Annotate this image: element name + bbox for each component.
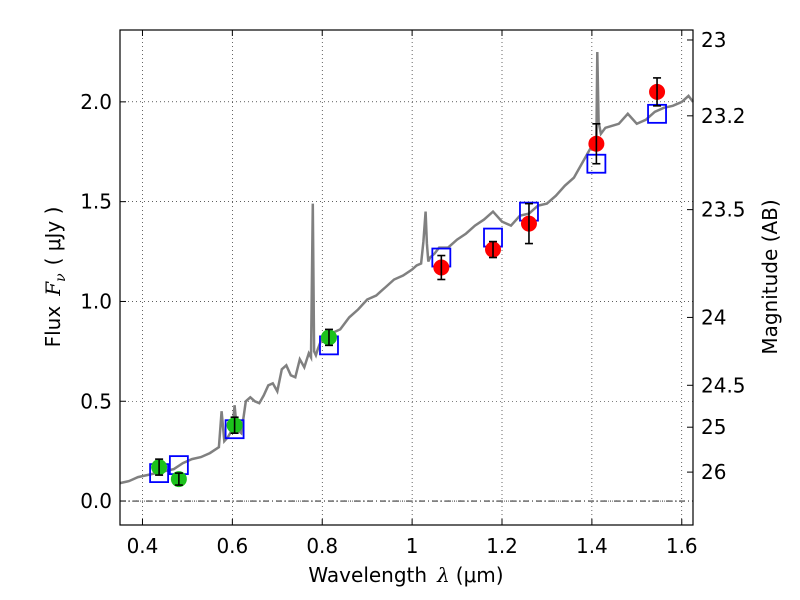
y-axis-right: 23 23.2 23.5 24 24.5 25 26 bbox=[687, 28, 746, 484]
y-axis-label: FluxFν( μJy ) bbox=[41, 207, 69, 348]
x-tick-label-5: 1.4 bbox=[576, 534, 608, 558]
x-tick-label-3: 1 bbox=[406, 534, 419, 558]
y2-tick-label-2: 23.5 bbox=[701, 198, 746, 222]
y2-tick-label-3: 24 bbox=[701, 305, 726, 329]
plot-frame bbox=[119, 29, 694, 526]
y-axis-left: 0.0 0.5 1.0 1.5 2.0 bbox=[80, 90, 126, 513]
x-tick-label-1: 0.6 bbox=[216, 534, 248, 558]
x-axis: 0.4 0.6 0.8 1 1.2 1.4 1.6 bbox=[127, 30, 698, 558]
y-tick-label-1: 0.5 bbox=[80, 389, 112, 413]
model-spectrum-line bbox=[119, 51, 694, 485]
plot-area bbox=[119, 51, 694, 485]
x-tick-label-2: 0.8 bbox=[306, 534, 338, 558]
x-axis-label: Wavelength λ (μm) bbox=[308, 563, 503, 587]
y-tick-label-0: 0.0 bbox=[80, 489, 112, 513]
y-tick-label-4: 2.0 bbox=[80, 90, 112, 114]
y2-tick-label-0: 23 bbox=[701, 28, 726, 52]
x-tick-label-6: 1.6 bbox=[666, 534, 698, 558]
y2-tick-label-5: 25 bbox=[701, 415, 726, 439]
y2-tick-label-4: 24.5 bbox=[701, 373, 746, 397]
y-tick-label-3: 1.5 bbox=[80, 190, 112, 214]
y2-tick-label-6: 26 bbox=[701, 460, 726, 484]
photometry-markers bbox=[149, 77, 667, 488]
y2-tick-label-1: 23.2 bbox=[701, 104, 746, 128]
x-tick-label-0: 0.4 bbox=[127, 534, 159, 558]
grid bbox=[120, 30, 693, 525]
x-tick-label-4: 1.2 bbox=[486, 534, 518, 558]
y-tick-label-2: 1.0 bbox=[80, 289, 112, 313]
y2-axis-label: Magnitude (AB) bbox=[758, 199, 782, 354]
